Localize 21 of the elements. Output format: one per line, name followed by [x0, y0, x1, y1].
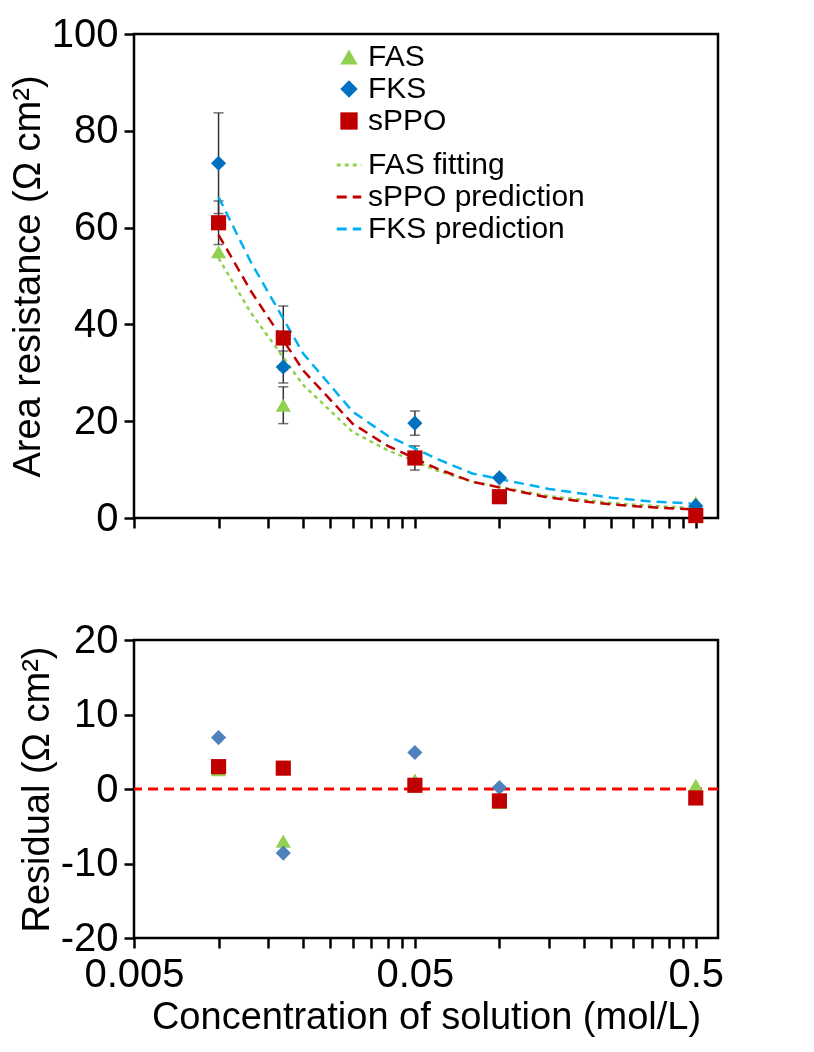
y-tick-label: -10 [60, 840, 119, 884]
y-tick-label: 100 [51, 10, 119, 55]
x-tick-label: 0.5 [668, 950, 725, 995]
x-axis-title: Concentration of solution (mol/L) [151, 994, 702, 1037]
y-tick-label: 20 [74, 616, 119, 661]
legend-label: sPPO prediction [368, 179, 585, 212]
legend-label: FAS fitting [368, 147, 505, 180]
y-tick-label: 40 [74, 300, 119, 345]
y-tick-label: 10 [74, 691, 119, 735]
legend-label: FKS prediction [368, 211, 565, 244]
y-tick-label: 0 [96, 765, 119, 810]
x-tick-label: 0.05 [376, 950, 455, 995]
legend-label: sPPO [368, 103, 447, 136]
legend-label: FAS [368, 39, 425, 72]
y-tick-label: 20 [74, 397, 119, 442]
y-tick-label: 0 [96, 494, 119, 539]
legend-label: FKS [368, 71, 427, 104]
y-tick-label: 60 [74, 204, 119, 249]
y-axis-title: Residual (Ω cm²) [14, 646, 57, 933]
y-tick-label: 80 [74, 107, 119, 152]
y-axis-title: Area resistance (Ω cm²) [5, 75, 48, 478]
